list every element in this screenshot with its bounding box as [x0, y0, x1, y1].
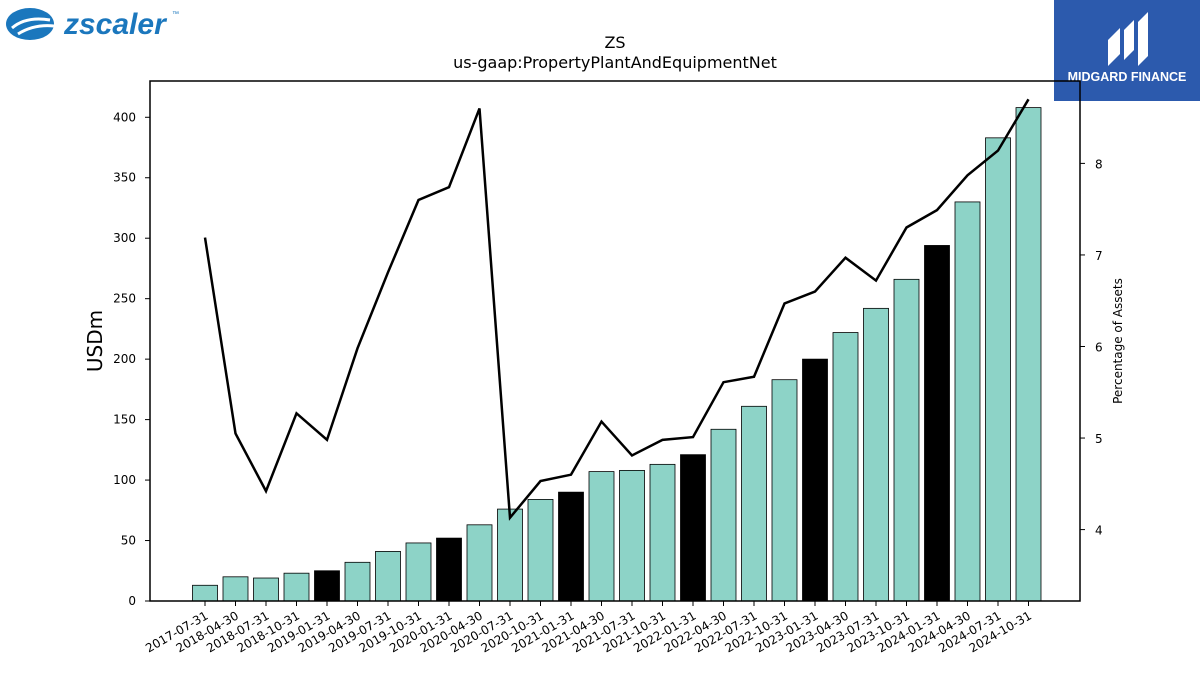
bar-2023-01-31	[802, 358, 828, 602]
zscaler-logo: zscaler ™	[6, 8, 179, 41]
y-tick-label: 350	[113, 171, 136, 185]
y-tick-label: 300	[113, 231, 136, 245]
bar-2023-04-30	[832, 332, 859, 602]
y-tick-label: 250	[113, 292, 136, 306]
bar-2019-10-31	[405, 542, 432, 602]
percentage-line	[203, 98, 1030, 521]
y2-tick-label: 7	[1095, 249, 1103, 263]
bar-2024-07-31	[985, 137, 1011, 602]
bar-2024-10-31	[1015, 107, 1042, 602]
bar-2022-10-31	[771, 379, 798, 602]
bar-2019-07-31	[375, 551, 401, 602]
bar-2017-07-31	[192, 584, 218, 602]
zscaler-cloud-icon	[6, 8, 55, 40]
y-tick-label: 150	[113, 413, 136, 427]
bar-2023-07-31	[863, 307, 889, 602]
y-axis-label: USDm	[83, 310, 107, 372]
bar-2024-01-31	[924, 245, 950, 602]
y-tick-label: 50	[121, 534, 136, 548]
y-tick-label: 200	[113, 352, 136, 366]
bar-2021-01-31	[558, 491, 584, 602]
y2-tick-label: 4	[1095, 524, 1103, 538]
bar-2018-07-31	[253, 577, 279, 602]
y-tick-label: 0	[128, 594, 136, 608]
y-axis-right: 4 5 6 7 8	[1080, 157, 1103, 538]
bar-2021-04-30	[588, 471, 615, 602]
y2-axis-label: Percentage of Assets	[1111, 278, 1125, 404]
bar-2021-10-31	[649, 463, 676, 602]
bar-2021-07-31	[619, 469, 645, 602]
bars-group	[192, 107, 1042, 602]
midgard-emblem-icon	[1108, 12, 1148, 66]
bar-2024-04-30	[954, 201, 981, 602]
y2-tick-label: 8	[1095, 157, 1103, 171]
bar-2022-07-31	[741, 405, 767, 602]
bar-2020-01-31	[436, 537, 462, 602]
line-group	[203, 98, 1030, 521]
zscaler-trademark: ™	[172, 11, 179, 18]
midgard-finance-logo: MIDGARD FINANCE	[1054, 0, 1200, 101]
bar-2022-04-30	[710, 428, 737, 602]
chart-subtitle: us-gaap:PropertyPlantAndEquipmentNet	[453, 53, 777, 72]
bar-2018-04-30	[222, 576, 249, 602]
bar-2023-10-31	[893, 278, 920, 602]
y-tick-label: 400	[113, 110, 136, 124]
midgard-wordmark: MIDGARD FINANCE	[1068, 70, 1187, 84]
bar-2020-04-30	[466, 524, 493, 602]
x-axis: 2017-07-312018-04-302018-07-312018-10-31…	[143, 601, 1034, 655]
bar-2022-01-31	[680, 454, 706, 602]
y2-tick-label: 6	[1095, 340, 1103, 354]
y2-tick-label: 5	[1095, 432, 1103, 446]
bar-2018-10-31	[283, 572, 310, 602]
bar-2020-10-31	[527, 499, 554, 602]
bar-2020-07-31	[497, 508, 523, 602]
chart-title: ZS	[604, 33, 625, 52]
plot-frame	[149, 80, 1081, 602]
bar-2019-04-30	[344, 561, 371, 602]
bar-2019-01-31	[314, 570, 340, 602]
y-tick-label: 100	[113, 473, 136, 487]
zscaler-wordmark: zscaler	[63, 8, 168, 41]
y-axis-left: 0 50 100 150 200 250 300 350 400	[113, 110, 150, 608]
